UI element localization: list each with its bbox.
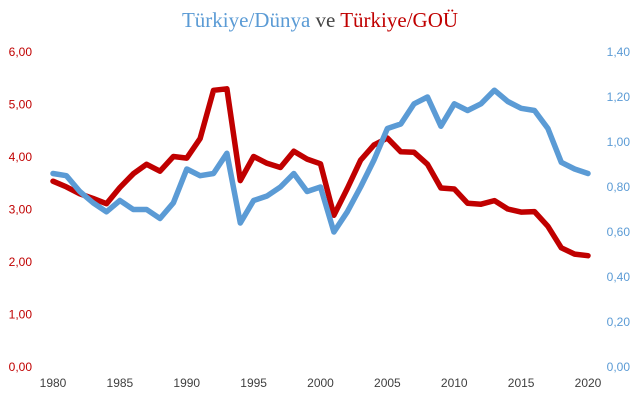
right-y-tick-label: 1,00 — [607, 135, 631, 149]
x-tick-label: 2000 — [307, 376, 334, 390]
series-layer — [50, 86, 591, 259]
x-tick-label: 1990 — [173, 376, 200, 390]
x-tick-label: 2020 — [575, 376, 602, 390]
right-y-tick-label: 0,60 — [607, 225, 631, 239]
chart-title: Türkiye/Dünya ve Türkiye/GOÜ — [0, 8, 640, 33]
left-y-tick-label: 0,00 — [9, 360, 33, 374]
title-part-developing: Türkiye/GOÜ — [340, 8, 459, 32]
x-axis: 1980 1985 1990 1995 2000 2005 2010 2015 2020 — [40, 376, 602, 390]
right-y-tick-label: 0,80 — [607, 180, 631, 194]
series-line-developing — [50, 86, 591, 259]
left-y-tick-label: 2,00 — [9, 255, 33, 269]
right-y-tick-label: 1,20 — [607, 90, 631, 104]
right-y-axis: 0,00 0,20 0,40 0,60 0,80 1,00 1,20 1,40 — [607, 45, 631, 374]
right-y-tick-label: 0,20 — [607, 315, 631, 329]
title-connector: ve — [310, 8, 341, 32]
left-y-tick-label: 1,00 — [9, 308, 33, 322]
x-tick-label: 2015 — [508, 376, 535, 390]
x-tick-label: 1985 — [107, 376, 134, 390]
left-y-tick-label: 4,00 — [9, 150, 33, 164]
x-tick-label: 1980 — [40, 376, 67, 390]
x-tick-label: 2005 — [374, 376, 401, 390]
right-y-tick-label: 1,40 — [607, 45, 631, 59]
left-y-axis: 0,00 1,00 2,00 3,00 4,00 5,00 6,00 — [9, 45, 33, 374]
x-tick-label: 2010 — [441, 376, 468, 390]
left-y-tick-label: 5,00 — [9, 98, 33, 112]
title-part-world: Türkiye/Dünya — [181, 8, 311, 32]
left-y-tick-label: 3,00 — [9, 203, 33, 217]
right-y-tick-label: 0,40 — [607, 270, 631, 284]
series-line-world — [50, 87, 591, 235]
right-y-tick-label: 0,00 — [607, 360, 631, 374]
left-y-tick-label: 6,00 — [9, 45, 33, 59]
x-tick-label: 1995 — [240, 376, 267, 390]
